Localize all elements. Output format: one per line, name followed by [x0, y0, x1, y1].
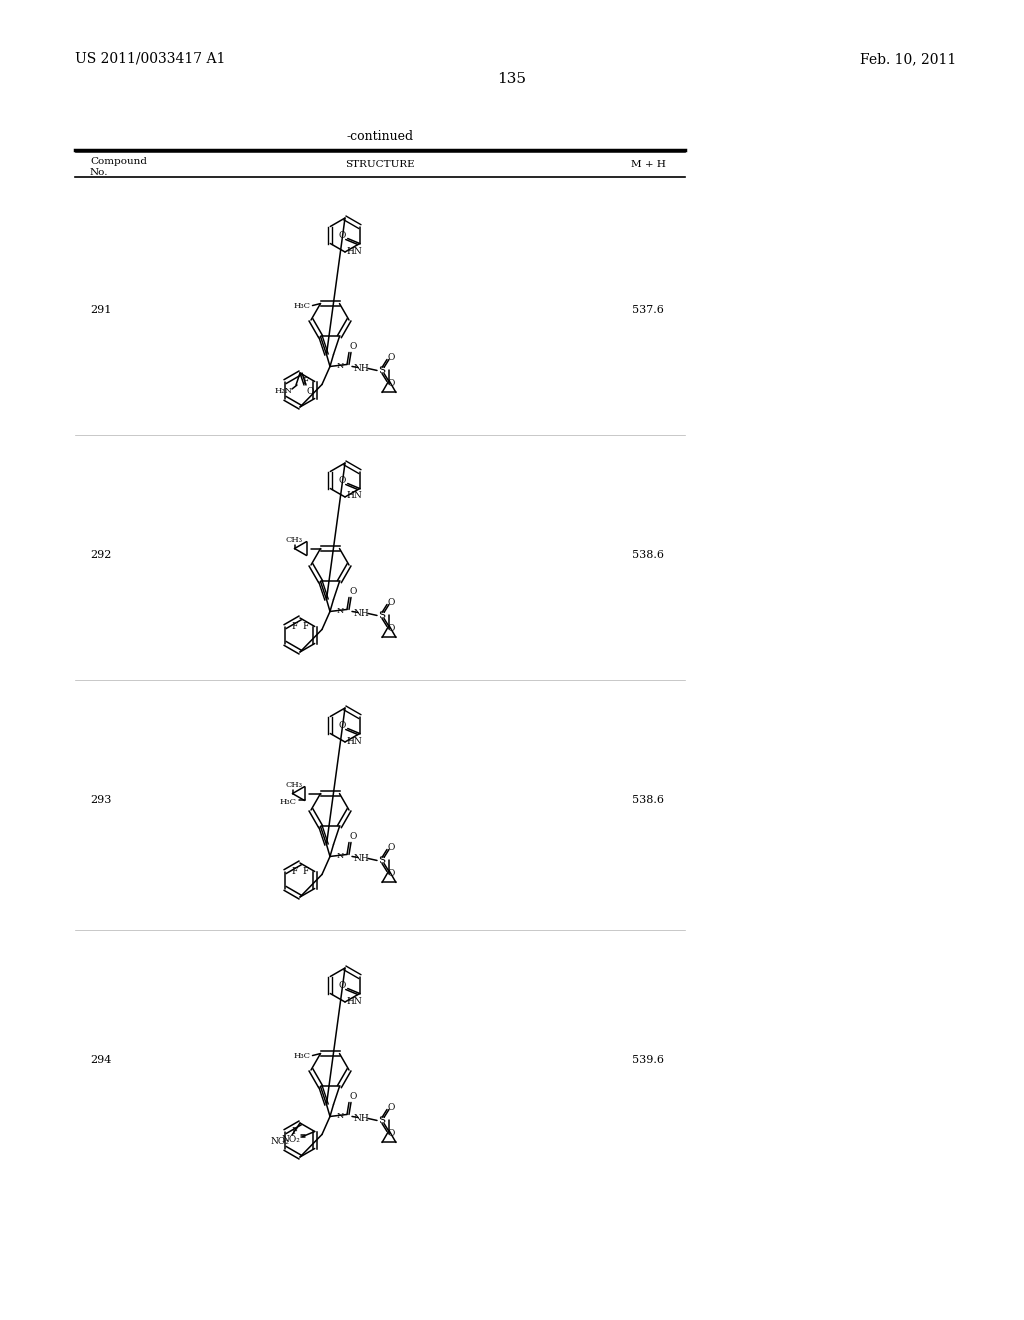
Text: NO₂: NO₂ [270, 1137, 290, 1146]
Text: N: N [336, 853, 344, 861]
Text: 135: 135 [498, 73, 526, 86]
Text: 294: 294 [90, 1055, 112, 1065]
Text: F: F [302, 378, 309, 385]
Text: O: O [387, 843, 394, 851]
Text: O: O [387, 869, 394, 878]
Text: NO₂: NO₂ [282, 1135, 300, 1144]
Text: -continued: -continued [346, 129, 414, 143]
Text: O: O [387, 624, 394, 634]
Text: S: S [379, 366, 386, 375]
Text: N: N [336, 1113, 344, 1121]
Text: O: O [349, 587, 356, 595]
Text: F: F [302, 622, 309, 631]
Text: H₃C: H₃C [294, 301, 311, 310]
Text: STRUCTURE: STRUCTURE [345, 160, 415, 169]
Text: O: O [349, 1092, 356, 1101]
Text: HN: HN [346, 997, 361, 1006]
Text: CH₃: CH₃ [286, 536, 303, 544]
Text: HN: HN [346, 491, 361, 500]
Text: NH: NH [353, 854, 369, 863]
Text: S: S [379, 855, 386, 865]
Text: O: O [338, 477, 345, 484]
Text: N: N [336, 607, 344, 615]
Text: Compound
No.: Compound No. [90, 157, 147, 177]
Text: 539.6: 539.6 [632, 1055, 664, 1065]
Text: CH₃: CH₃ [286, 780, 303, 788]
Text: H₃C: H₃C [294, 1052, 311, 1060]
Text: O: O [338, 981, 345, 990]
Text: 538.6: 538.6 [632, 795, 664, 805]
Text: S: S [379, 611, 386, 620]
Text: O: O [338, 721, 345, 730]
Text: O: O [387, 379, 394, 388]
Text: 292: 292 [90, 550, 112, 560]
Text: 537.6: 537.6 [632, 305, 664, 315]
Text: O: O [349, 832, 356, 841]
Text: H₃C: H₃C [280, 799, 297, 807]
Text: O: O [387, 1104, 394, 1111]
Text: H₂N: H₂N [275, 387, 293, 395]
Text: M + H: M + H [631, 160, 666, 169]
Text: O: O [387, 1129, 394, 1138]
Text: NH: NH [353, 609, 369, 618]
Text: F: F [302, 867, 309, 876]
Text: 538.6: 538.6 [632, 550, 664, 560]
Text: F: F [291, 867, 297, 876]
Text: F: F [291, 622, 297, 631]
Text: US 2011/0033417 A1: US 2011/0033417 A1 [75, 51, 225, 66]
Text: O: O [387, 352, 394, 362]
Text: F: F [291, 1127, 297, 1137]
Text: Feb. 10, 2011: Feb. 10, 2011 [860, 51, 956, 66]
Text: NH: NH [353, 364, 369, 374]
Text: O: O [338, 231, 345, 240]
Text: O: O [349, 342, 356, 351]
Text: 293: 293 [90, 795, 112, 805]
Text: O: O [306, 387, 313, 396]
Text: S: S [379, 1115, 386, 1125]
Text: HN: HN [346, 247, 361, 256]
Text: 291: 291 [90, 305, 112, 315]
Text: O: O [387, 598, 394, 607]
Text: HN: HN [346, 737, 361, 746]
Text: N: N [336, 363, 344, 371]
Text: NH: NH [353, 1114, 369, 1123]
